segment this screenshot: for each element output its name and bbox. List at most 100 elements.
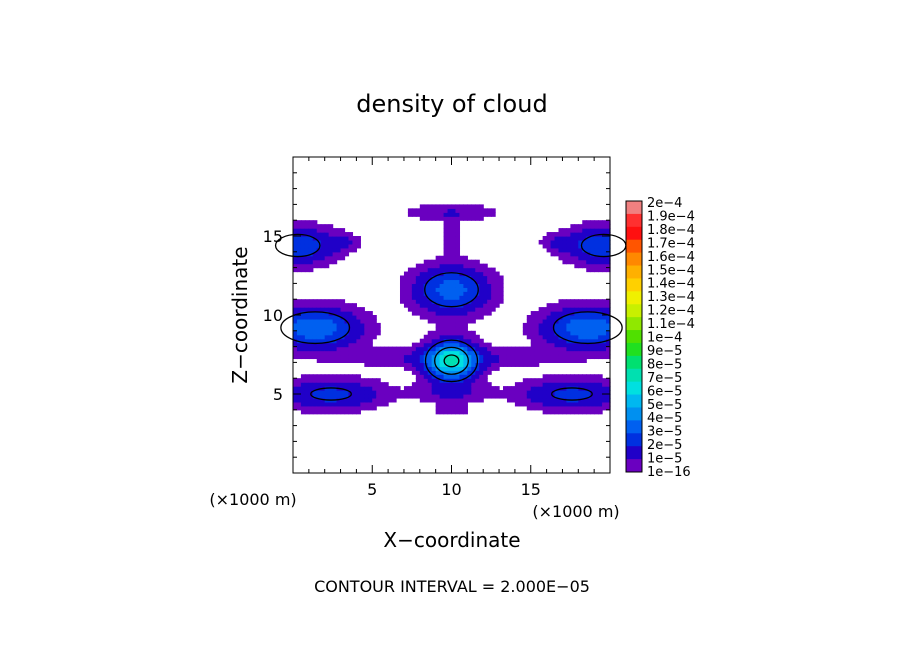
- density-cell: [503, 346, 508, 352]
- density-cell: [602, 401, 607, 407]
- density-cell: [606, 386, 611, 391]
- density-cell: [443, 315, 449, 320]
- density-cell: [443, 271, 449, 277]
- density-cell: [308, 307, 314, 312]
- density-cell: [566, 330, 571, 336]
- density-cell: [328, 299, 334, 304]
- colorbar-swatch: [626, 317, 642, 331]
- density-cell: [324, 255, 330, 261]
- density-cell: [483, 311, 488, 316]
- colorbar-label: 1.4e−4: [647, 277, 695, 292]
- density-cell: [566, 228, 571, 233]
- density-cell: [443, 334, 449, 340]
- density-cell: [475, 275, 480, 281]
- density-cell: [487, 291, 492, 296]
- density-cell: [336, 247, 342, 253]
- density-cell: [435, 378, 441, 383]
- density-cell: [352, 342, 357, 348]
- density-cell: [526, 350, 532, 356]
- density-cell: [467, 350, 472, 356]
- density-cell: [467, 374, 472, 379]
- density-cell: [352, 378, 357, 383]
- density-cell: [562, 322, 568, 328]
- colorbar-label: 7e−5: [647, 371, 682, 386]
- density-cell: [602, 334, 607, 340]
- density-cell: [479, 346, 484, 352]
- density-cell: [403, 354, 409, 360]
- density-cell: [447, 212, 453, 217]
- colorbar-swatch: [626, 226, 642, 241]
- density-cell: [562, 251, 568, 257]
- density-cell: [320, 299, 326, 304]
- density-cell: [582, 239, 587, 245]
- density-cell: [427, 287, 433, 292]
- density-cell: [376, 378, 381, 383]
- density-cell: [550, 307, 556, 312]
- density-cell: [368, 401, 373, 407]
- density-cell: [455, 397, 461, 403]
- density-cell: [455, 224, 461, 229]
- density-cell: [328, 374, 334, 379]
- density-cell: [455, 326, 461, 332]
- density-cell: [475, 378, 480, 383]
- density-cell: [471, 303, 476, 308]
- density-cell: [534, 397, 540, 403]
- density-cell: [332, 401, 338, 407]
- density-cell: [550, 358, 556, 363]
- density-cell: [312, 239, 318, 245]
- density-cell: [582, 224, 587, 229]
- density-cell: [308, 334, 314, 340]
- density-cell: [316, 228, 322, 233]
- density-cell: [336, 405, 342, 411]
- density-cell: [443, 259, 449, 265]
- density-cell: [570, 346, 575, 352]
- density-cell: [602, 315, 607, 320]
- density-cell: [296, 342, 302, 348]
- density-cell: [491, 358, 496, 363]
- density-cell: [479, 299, 484, 304]
- density-cell: [463, 397, 468, 403]
- density-cell: [578, 354, 583, 360]
- density-cell: [407, 291, 413, 296]
- density-cell: [415, 374, 421, 379]
- density-cell: [352, 397, 357, 403]
- density-cell: [510, 346, 516, 352]
- density-cell: [296, 228, 302, 233]
- density-cell: [300, 220, 306, 225]
- density-cell: [368, 311, 373, 316]
- density-cell: [570, 354, 575, 360]
- density-cell: [471, 267, 476, 273]
- density-cell: [459, 291, 464, 296]
- density-cell: [304, 228, 310, 233]
- density-cell: [443, 279, 449, 284]
- density-cell: [558, 346, 564, 352]
- density-cell: [340, 307, 346, 312]
- density-cell: [471, 291, 476, 296]
- density-cell: [415, 386, 421, 391]
- density-cell: [586, 386, 591, 391]
- density-cell: [491, 346, 496, 352]
- density-cell: [403, 271, 409, 277]
- density-cell: [431, 263, 437, 269]
- density-cell: [514, 386, 520, 391]
- density-cell: [447, 263, 453, 269]
- density-cell: [562, 330, 568, 336]
- density-cell: [293, 243, 298, 249]
- density-cell: [606, 350, 611, 356]
- density-cell: [586, 409, 591, 415]
- density-cell: [487, 382, 492, 387]
- density-cell: [475, 342, 480, 348]
- density-cell: [340, 315, 346, 320]
- density-cell: [423, 315, 429, 320]
- density-cell: [562, 299, 568, 304]
- density-cell: [423, 346, 429, 352]
- density-cell: [312, 263, 318, 269]
- density-cell: [550, 342, 556, 348]
- density-cell: [570, 338, 575, 344]
- density-cell: [392, 397, 397, 403]
- density-cell: [392, 354, 397, 360]
- density-cell: [336, 322, 342, 328]
- density-cell: [594, 239, 599, 245]
- density-cell: [308, 267, 314, 273]
- density-cell: [602, 251, 607, 257]
